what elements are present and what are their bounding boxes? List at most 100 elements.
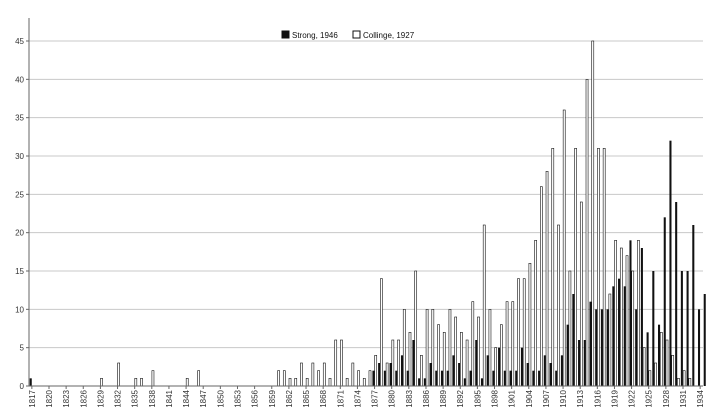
bar-collinge-1927 [574, 148, 577, 387]
bar-strong-1946 [400, 355, 404, 386]
bar-strong-1946 [435, 370, 438, 386]
bar-strong-1946 [423, 378, 426, 386]
bar-collinge-1927 [185, 378, 189, 387]
bar-strong-1946 [463, 378, 466, 386]
bar-strong-1946 [600, 309, 603, 386]
bar-collinge-1927 [402, 309, 406, 387]
x-tick-label: 1829 [96, 389, 105, 407]
bar-strong-1946 [555, 370, 558, 386]
bar-strong-1946 [669, 140, 672, 386]
bar-strong-1946 [429, 363, 432, 386]
bar-strong-1946 [646, 332, 649, 386]
x-tick-label: 1850 [216, 389, 225, 407]
bar-strong-1946 [372, 370, 375, 386]
bar-strong-1946 [389, 363, 392, 386]
bar-collinge-1927 [517, 278, 520, 387]
bar-collinge-1927 [505, 301, 509, 387]
x-tick-label: 1895 [473, 389, 482, 407]
legend: Strong, 1946 Collinge, 1927 [281, 30, 415, 40]
bar-strong-1946 [378, 363, 381, 386]
x-tick-label: 1874 [353, 389, 362, 407]
bar-collinge-1927 [648, 370, 652, 387]
x-tick-label: 1877 [371, 389, 380, 407]
bar-strong-1946 [480, 378, 483, 386]
bar-collinge-1927 [585, 79, 589, 387]
bar-strong-1946 [452, 355, 455, 386]
bar-collinge-1927 [591, 40, 595, 387]
bar-collinge-1927 [414, 270, 418, 387]
y-axis-ticks: 0 5 10 15 20 25 30 35 40 45 [15, 37, 29, 391]
bar-strong-1946 [612, 286, 615, 386]
bar-strong-1946 [549, 363, 552, 386]
bar-strong-1946 [509, 370, 512, 386]
bar-collinge-1927 [300, 362, 303, 387]
bar-strong-1946 [703, 294, 706, 386]
bar-collinge-1927 [277, 370, 280, 387]
y-tick-label: 40 [15, 75, 24, 84]
y-tick-label: 10 [15, 305, 24, 314]
x-tick-label: 1889 [439, 389, 448, 407]
bar-collinge-1927 [311, 362, 315, 387]
bar-collinge-1927 [471, 301, 475, 387]
bar-collinge-1927 [460, 332, 463, 387]
bar-strong-1946 [458, 363, 461, 386]
x-tick-label: 1922 [628, 389, 637, 407]
y-tick-label: 15 [15, 267, 24, 276]
bar-strong-1946 [663, 217, 666, 386]
bar-collinge-1927 [294, 378, 298, 387]
bar-strong-1946 [589, 301, 592, 386]
legend-swatch-collinge [352, 30, 361, 39]
y-tick-label: 0 [20, 382, 25, 391]
bar-strong-1946 [640, 248, 643, 386]
x-tick-label: 1931 [679, 389, 688, 407]
bar-collinge-1927 [522, 278, 526, 387]
bar-collinge-1927 [625, 255, 629, 387]
bar-strong-1946 [503, 370, 506, 386]
bar-strong-1946 [538, 370, 541, 386]
bar-collinge-1927 [511, 301, 515, 387]
bar-collinge-1927 [500, 324, 503, 387]
bar-collinge-1927 [534, 240, 537, 387]
bar-collinge-1927 [100, 378, 103, 387]
x-tick-label: 1925 [645, 389, 654, 407]
x-tick-label: 1853 [233, 389, 242, 407]
x-tick-label: 1859 [268, 389, 277, 407]
bar-strong-1946 [440, 370, 444, 386]
bar-strong-1946 [618, 278, 621, 386]
y-tick-label: 5 [20, 344, 25, 353]
bar-strong-1946 [515, 370, 518, 386]
x-tick-label: 1832 [114, 389, 123, 407]
bar-collinge-1927 [374, 355, 378, 387]
bar-collinge-1927 [448, 309, 452, 387]
x-tick-label: 1841 [165, 389, 174, 407]
bar-collinge-1927 [631, 270, 635, 387]
bar-collinge-1927 [334, 339, 338, 387]
bar-collinge-1927 [442, 332, 446, 387]
bar-collinge-1927 [385, 362, 389, 387]
bar-collinge-1927 [322, 362, 326, 387]
x-tick-label: 1898 [491, 389, 500, 407]
bar-strong-1946 [543, 355, 546, 386]
y-tick-label: 20 [15, 229, 24, 238]
bar-strong-1946 [446, 370, 449, 386]
x-tick-label: 1823 [62, 389, 71, 407]
bar-collinge-1927 [357, 370, 360, 387]
bar-collinge-1927 [488, 309, 492, 387]
bar-strong-1946 [560, 355, 563, 386]
bar-collinge-1927 [637, 240, 640, 387]
bar-strong-1946 [412, 340, 415, 386]
x-tick-label: 1934 [696, 389, 705, 407]
x-tick-label: 1826 [79, 389, 88, 407]
bar-strong-1946 [697, 309, 701, 386]
legend-label-collinge: Collinge, 1927 [363, 31, 415, 40]
bar-collinge-1927 [328, 378, 332, 387]
bar-collinge-1927 [654, 362, 657, 387]
bar-collinge-1927 [465, 339, 469, 387]
bar-collinge-1927 [682, 370, 686, 387]
x-tick-label: 1907 [542, 389, 551, 407]
bar-strong-1946 [486, 355, 489, 386]
bar-collinge-1927 [140, 378, 143, 387]
bar-collinge-1927 [340, 339, 343, 387]
x-tick-label: 1916 [593, 389, 602, 407]
x-tick-label: 1817 [28, 389, 37, 407]
